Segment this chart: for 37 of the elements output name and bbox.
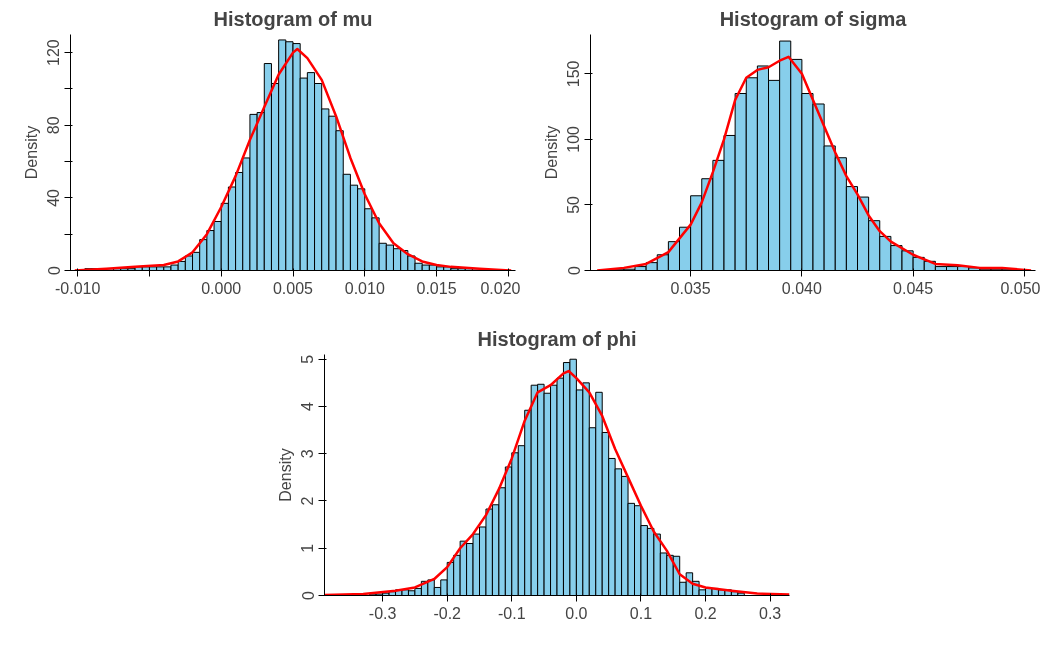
x-tick-label: -0.010 [54,279,101,297]
x-tick-label: 0.010 [344,279,385,297]
y-tick-label: 150 [565,60,583,88]
x-tick-label: 0.015 [416,279,457,297]
y-tick-label: 4 [299,401,317,411]
x-tick-label: -0.1 [498,604,526,622]
x-tick-label: 0.1 [629,604,653,622]
y-tick-label: 40 [45,188,63,207]
y-axis-title: Density [22,125,40,180]
y-tick-label: 0 [299,590,317,600]
y-axis-title: Density [542,125,560,180]
chart-title: Histogram of sigma [719,7,908,30]
y-tick-label: 100 [565,125,583,153]
y-axis-title: Density [276,448,294,502]
y-tick-label: 3 [299,449,317,459]
x-tick-label: 0.045 [893,279,934,297]
chart-title: Histogram of mu [213,7,373,30]
y-tick-label: 0 [565,265,583,275]
y-tick-label: 120 [45,39,63,66]
x-tick-label: 0.0 [565,604,588,622]
y-tick-label: 80 [45,116,63,135]
y-tick-label: 0 [45,265,63,275]
x-tick-label: 0.020 [480,279,521,297]
chart-title: Histogram of phi [477,327,637,350]
x-tick-label: 0.005 [272,279,314,297]
x-tick-label: 0.035 [670,279,711,297]
y-tick-label: 1 [299,543,317,553]
x-tick-label: 0.040 [781,279,822,297]
y-tick-label: 5 [299,354,317,364]
x-tick-label: -0.3 [368,604,397,622]
x-tick-label: 0.2 [694,604,717,622]
x-tick-label: 0.000 [201,279,242,297]
y-tick-label: 2 [299,496,317,506]
x-tick-label: 0.050 [1000,279,1041,297]
y-tick-label: 50 [565,195,583,214]
x-tick-label: -0.2 [433,604,462,622]
x-tick-label: 0.3 [759,604,782,622]
